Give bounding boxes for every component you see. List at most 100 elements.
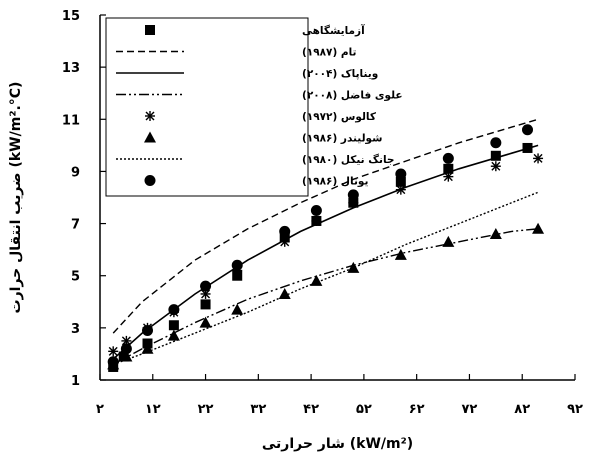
x-tick-label: ۴۲ [303, 402, 319, 417]
legend-label: کالوس (۱۹۷۲) [302, 111, 377, 123]
series-1 [112, 118, 539, 334]
legend-label: یونال (۱۹۸۶) [302, 176, 368, 188]
legend-label: شولیندر (۱۹۸۶) [302, 133, 382, 145]
x-tick-label: ۷۲ [462, 402, 478, 417]
data-point-circle [347, 189, 359, 201]
data-point-square [232, 270, 243, 281]
legend-item: علوی فاضل (۲۰۰۸) [116, 90, 403, 102]
data-point-triangle [532, 222, 545, 234]
data-point-asterisk-stroke [121, 336, 131, 346]
data-point-triangle [141, 342, 154, 354]
series-line [112, 118, 539, 334]
data-point-circle [107, 356, 119, 368]
data-point-triangle [442, 235, 455, 247]
legend-label: ویناپاک (۲۰۰۴) [302, 68, 378, 80]
data-point-asterisk-stroke [201, 289, 211, 299]
data-point-asterisk-stroke [533, 153, 543, 163]
series-4 [108, 153, 544, 357]
y-tick-label: 5 [71, 270, 80, 285]
data-point-triangle [167, 329, 180, 341]
legend-item: کالوس (۱۹۷۲) [145, 111, 377, 123]
data-point-asterisk [395, 184, 406, 195]
data-point-square [490, 150, 501, 161]
data-point-triangle [278, 287, 291, 299]
y-tick-label: 9 [71, 165, 80, 180]
data-point-circle [310, 205, 322, 217]
data-point-triangle [310, 274, 323, 286]
data-point-square [443, 163, 454, 174]
data-point-square [200, 299, 211, 310]
data-point-circle [200, 280, 212, 292]
x-tick-label: ۶۲ [409, 402, 425, 417]
x-tick-label: ۹۲ [567, 402, 583, 417]
data-point-triangle [489, 228, 502, 239]
legend-label: جانگ نیکل (۱۹۸۰) [302, 153, 394, 166]
data-point-asterisk-stroke [348, 198, 358, 208]
data-point-circle [395, 168, 407, 180]
x-tick-label: ۸۲ [514, 402, 530, 417]
y-tick-label: 3 [71, 322, 80, 337]
legend: آزمایشگاهی تام (۱۹۸۷) ویناپاک (۲۰۰۴) علوی ف… [105, 17, 403, 197]
series-line [112, 144, 539, 360]
legend-label: علوی فاضل (۲۰۰۸) [302, 90, 403, 102]
legend-swatch-square [145, 25, 155, 35]
data-point-asterisk [108, 346, 119, 357]
data-point-circle [490, 137, 502, 149]
plot-series [107, 118, 545, 372]
legend-item: آزمایشگاهی [145, 24, 365, 37]
y-tick-label: 15 [62, 9, 80, 24]
data-point-circle [168, 304, 180, 316]
legend-item: ویناپاک (۲۰۰۴) [116, 68, 378, 80]
data-point-asterisk [490, 161, 501, 172]
data-point-asterisk [443, 171, 454, 182]
data-point-square [395, 176, 406, 187]
data-point-asterisk [348, 197, 359, 208]
x-tick-label: ۱۲ [145, 402, 161, 417]
x-tick-label: ۲۲ [198, 402, 214, 417]
x-axis-title: شار حرارتی (kW/m²) [262, 436, 413, 452]
data-point-asterisk-stroke [491, 161, 501, 171]
legend-item: یونال (۱۹۸۶) [144, 175, 368, 188]
x-tick-label: ۳۲ [250, 402, 266, 417]
y-tick-label: 11 [62, 113, 80, 128]
data-point-triangle [394, 248, 407, 260]
series-line [112, 228, 539, 366]
x-tick-label: ۵۲ [356, 402, 372, 417]
y-tick-label: 13 [62, 61, 80, 76]
data-point-asterisk-stroke [443, 172, 453, 182]
legend-swatch-circle [144, 175, 156, 186]
x-tick-label: ۲ [96, 402, 104, 417]
data-point-asterisk [533, 153, 544, 164]
legend-label: تام (۱۹۸۷) [302, 47, 357, 59]
data-point-circle [442, 152, 454, 164]
legend-label: آزمایشگاهی [302, 24, 365, 37]
series-5 [107, 222, 545, 370]
y-tick-label: 1 [71, 374, 80, 389]
y-axis-title: ضریب انتقال حرارت (kW/m².°C) [8, 82, 24, 314]
legend-item: شولیندر (۱۹۸۶) [144, 131, 382, 145]
data-point-triangle [231, 303, 244, 315]
data-point-asterisk-stroke [396, 185, 406, 195]
series-6 [112, 191, 539, 366]
legend-box [105, 17, 309, 197]
data-point-asterisk-stroke [311, 216, 321, 226]
data-point-circle [231, 259, 243, 271]
data-point-triangle [199, 316, 212, 328]
y-tick-label: 7 [71, 218, 80, 233]
series-line [112, 191, 539, 366]
legend-item: جانگ نیکل (۱۹۸۰) [116, 153, 394, 166]
data-point-circle [279, 225, 291, 237]
legend-swatch-asterisk-stroke [145, 111, 155, 121]
legend-item: تام (۱۹۸۷) [116, 47, 357, 59]
series-7 [107, 124, 533, 368]
legend-swatch-triangle [144, 131, 156, 143]
series-3 [112, 228, 539, 366]
data-point-asterisk [279, 236, 290, 247]
legend-swatch-asterisk [145, 111, 155, 121]
data-point-asterisk [311, 215, 322, 226]
data-point-asterisk-stroke [280, 237, 290, 247]
series-2 [112, 144, 539, 360]
